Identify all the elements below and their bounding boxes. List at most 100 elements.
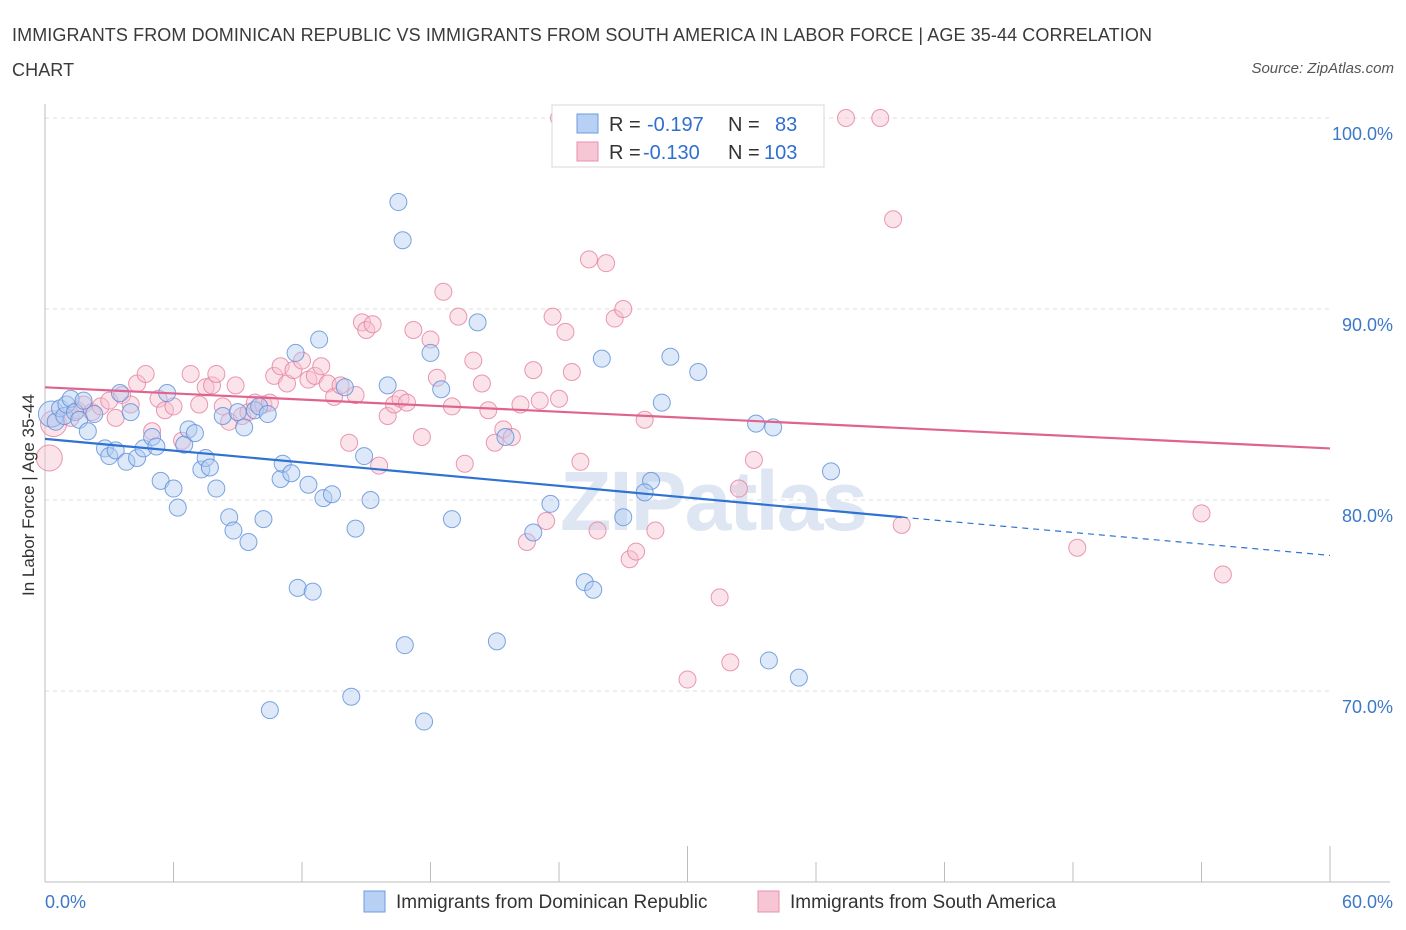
south-america-point-25 [226, 376, 245, 395]
south-america-point-68 [524, 361, 543, 380]
y-tick-labels: 100.0% 90.0% 80.0% 70.0% [1332, 124, 1393, 717]
dominican-point-9 [78, 422, 97, 441]
dominican-point-34 [224, 521, 243, 540]
south-america-point-12 [136, 364, 155, 383]
dominican-point-36 [235, 418, 254, 437]
dominican-point-33 [220, 508, 239, 527]
legend-n-label-pink: N = [728, 142, 760, 164]
dominican-point-19 [143, 427, 162, 446]
dominican-point-48 [299, 475, 318, 494]
dominican-point-41 [258, 405, 277, 424]
south-america-point-97 [1192, 504, 1211, 523]
dominican-point-32 [213, 406, 232, 425]
dominican-point-77 [652, 393, 671, 412]
legend-r-label-pink: R = [609, 142, 641, 164]
legend-r-value-blue: -0.197 [647, 114, 704, 136]
dominican-point-59 [389, 193, 408, 212]
south-america-point-53 [412, 427, 431, 446]
dominican-point-31 [207, 479, 226, 498]
dominican-point-54 [342, 687, 361, 706]
south-america-point-82 [627, 542, 646, 561]
legend-swatch-blue [576, 113, 599, 134]
south-america-point-75 [571, 452, 590, 471]
legend-n-value-pink: 103 [764, 142, 797, 164]
legend-swatch-pink [576, 141, 599, 162]
dominican-point-58 [378, 376, 397, 395]
series-legend: Immigrants from Dominican Republic Immig… [363, 890, 1057, 913]
south-america-point-51 [397, 393, 416, 412]
south-america-point-78 [597, 254, 616, 273]
dominican-point-65 [442, 510, 461, 529]
dominican-point-61 [395, 636, 414, 655]
bottom-legend-swatch-pink [757, 890, 780, 913]
y-tick-label-2: 80.0% [1342, 506, 1393, 526]
south-america-point-69 [530, 391, 549, 410]
dominican-point-72 [584, 580, 603, 599]
dominican-trendline [44, 437, 902, 519]
dominican-point-47 [288, 578, 307, 597]
south-america-point-70 [537, 512, 556, 531]
south-america-point-55 [427, 368, 446, 387]
dominican-point-45 [282, 464, 301, 483]
south-america-point-43 [346, 385, 365, 404]
south-america-point-98 [1213, 565, 1232, 584]
south-america-point-74 [562, 363, 581, 382]
south-america-point-92 [836, 109, 855, 127]
south-america-point-81 [620, 550, 639, 569]
south-america-point-46 [363, 315, 382, 334]
y-tick-label-1: 90.0% [1342, 315, 1393, 335]
dominican-point-70 [541, 494, 560, 513]
south-america-point-8 [106, 408, 125, 427]
dominican-point-60 [393, 231, 412, 250]
south-america-point-42 [340, 433, 359, 452]
y-axis-label: In Labor Force | Age 35-44 [19, 394, 38, 596]
dominican-trendline-extension [901, 516, 1331, 556]
chart-title: IMMIGRANTS FROM DOMINICAN REPUBLIC VS IM… [12, 25, 1153, 80]
south-america-point-19 [190, 395, 209, 414]
south-america-point-48 [378, 406, 397, 425]
source-label: Source: ZipAtlas.com [1251, 60, 1394, 77]
dominican-point-50 [310, 330, 329, 349]
south-america-point-22 [207, 364, 226, 383]
south-america-point-59 [455, 454, 474, 473]
south-america-point-67 [517, 533, 536, 552]
south-america-point-76 [579, 250, 598, 269]
dominican-point-35 [228, 403, 247, 422]
legend-n-value-blue: 83 [775, 114, 797, 136]
south-america-point-54 [421, 330, 440, 349]
south-america-point-61 [472, 374, 491, 393]
dominican-point-49 [303, 582, 322, 601]
dominican-point-69 [524, 523, 543, 542]
south-america-point-52 [404, 321, 423, 340]
south-america-point-77 [588, 521, 607, 540]
dominican-point-64 [432, 380, 451, 399]
south-america-trendline [44, 386, 1331, 450]
dominican-point-1 [46, 412, 65, 431]
south-america-point-62 [479, 401, 498, 420]
x-tick-label-0: 0.0% [45, 892, 86, 912]
south-america-point-65 [502, 427, 521, 446]
axes [44, 104, 1390, 883]
dominican-points [37, 193, 840, 731]
dominican-point-24 [168, 498, 187, 517]
dominican-point-68 [496, 427, 515, 446]
south-america-point-0 [35, 444, 63, 472]
dominican-point-17 [128, 448, 147, 467]
south-america-point-86 [710, 588, 729, 607]
dominican-point-83 [789, 668, 808, 687]
south-america-points [35, 109, 1232, 689]
dominican-point-80 [747, 414, 766, 433]
dominican-point-10 [85, 405, 104, 424]
dominican-point-74 [614, 508, 633, 527]
dominican-point-63 [421, 343, 440, 362]
x-tick-labels: 0.0% 60.0% [45, 892, 1393, 912]
south-america-point-58 [449, 307, 468, 326]
dominican-point-67 [487, 632, 506, 651]
south-america-point-10 [121, 395, 140, 414]
south-america-point-80 [614, 300, 633, 318]
dominican-point-42 [260, 701, 279, 720]
dominican-point-15 [117, 452, 136, 471]
bottom-legend-label-blue: Immigrants from Dominican Republic [396, 892, 708, 913]
dominican-point-23 [164, 479, 183, 498]
dominican-point-78 [661, 347, 680, 366]
